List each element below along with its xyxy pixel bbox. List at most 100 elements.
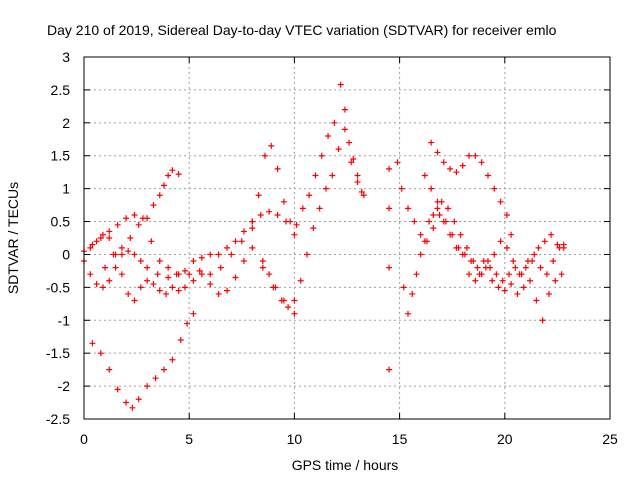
chart-grid [84,57,610,419]
data-point [169,167,176,174]
data-point [514,290,521,297]
data-point [312,172,319,179]
data-point [181,284,188,291]
data-point [125,248,132,255]
data-point [520,284,527,291]
data-point [358,188,365,195]
x-axis-label: GPS time / hours [292,457,399,473]
data-point [398,185,405,192]
data-point [341,106,348,113]
data-point [272,284,279,291]
data-point [152,375,159,382]
data-point [405,310,412,317]
data-point [316,205,323,212]
data-point [318,152,325,159]
data-point [341,126,348,133]
data-point [123,215,130,222]
data-point [501,287,508,294]
data-point [466,152,473,159]
data-point [354,172,361,179]
data-point [297,277,304,284]
data-point [472,152,479,159]
data-point [491,251,498,258]
data-point [529,258,536,265]
data-point [125,290,132,297]
data-point [184,320,191,327]
x-tick-label: 15 [392,431,408,447]
data-point [457,231,464,238]
data-point [434,149,441,156]
series-pass-b [81,225,298,317]
data-point [411,218,418,225]
data-point [386,205,393,212]
data-point [453,244,460,251]
data-point [386,165,393,172]
data-point [160,366,167,373]
data-points [81,81,567,411]
data-point [240,258,247,265]
data-point [129,404,136,411]
data-point [148,238,155,245]
data-point [386,264,393,271]
data-point [238,238,245,245]
data-point [106,277,113,284]
data-point [224,287,231,294]
data-point [495,284,502,291]
data-point [93,238,100,245]
data-point [508,231,515,238]
data-point [512,264,519,271]
data-point [274,211,281,218]
data-point [144,215,151,222]
series-pass-e [89,310,197,411]
data-point [131,251,138,258]
data-point [150,281,157,288]
x-tick-labels: 0 5 10 15 20 25 [80,431,618,447]
data-point [190,258,197,265]
data-point [400,284,407,291]
data-point [440,218,447,225]
data-point [150,202,157,209]
data-point [190,310,197,317]
data-point [350,156,357,163]
data-point [447,231,454,238]
data-point [453,169,460,176]
data-point [474,264,481,271]
y-tick-label: -2 [58,378,71,394]
data-point [97,350,104,357]
data-point [249,225,256,232]
series-pass-f [249,119,338,228]
data-point [421,238,428,245]
data-point [228,251,235,258]
data-point [550,258,557,265]
data-point [257,211,264,218]
data-point [97,235,104,241]
data-point [510,258,517,265]
y-tick-label: -1.5 [46,345,70,361]
data-point [440,159,447,166]
x-tick-label: 5 [185,431,193,447]
data-point [274,165,281,172]
data-point [428,185,435,192]
data-point [531,251,538,258]
data-point [497,198,504,205]
data-point [413,271,420,278]
data-point [386,366,393,373]
data-point [491,185,498,192]
data-point [156,192,163,199]
data-point [118,244,125,251]
data-point [331,119,338,126]
data-point [87,271,94,278]
y-tick-label: 1 [62,181,70,197]
data-point [421,172,428,179]
data-point [322,185,329,192]
data-point [543,271,550,278]
data-point [106,235,113,241]
data-point [110,251,117,258]
data-point [472,277,479,284]
data-point [112,264,119,271]
data-point [118,251,125,258]
data-point [268,142,275,149]
data-point [249,218,256,225]
data-point [466,271,473,278]
